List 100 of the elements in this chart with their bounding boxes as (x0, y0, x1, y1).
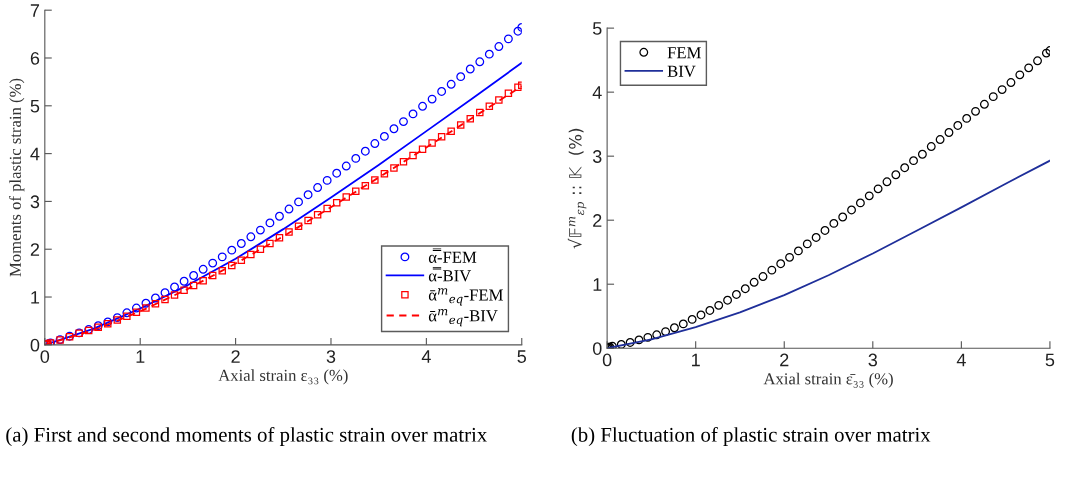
point (891, 170, 901, 180)
point (513, 26, 522, 36)
y-tick-label: 2 (30, 243, 40, 256)
point (749, 277, 759, 287)
x-tick-label: 5 (517, 350, 527, 363)
point (900, 163, 910, 173)
point (131, 303, 141, 313)
point (198, 264, 208, 274)
point (371, 176, 379, 184)
legend-label: BIV (667, 65, 696, 77)
point (437, 87, 447, 96)
y-tick-label: 1 (593, 278, 602, 291)
point (285, 228, 293, 236)
point (342, 193, 350, 201)
point (504, 89, 513, 98)
x-axis-title: Axial strain ε̄₃₃ (%) (763, 372, 893, 388)
point (864, 191, 874, 201)
y-tick-label: 6 (30, 51, 40, 65)
point (351, 153, 361, 163)
point (360, 146, 370, 156)
y-tick-label: 3 (592, 150, 602, 163)
point (456, 72, 466, 82)
point (370, 139, 380, 149)
x-tick-label: 0 (40, 350, 50, 363)
y-axis-title: √𝔽$^{m}$$_{εp}$ :: 𝕂 (%) (567, 128, 587, 249)
point (1006, 78, 1016, 87)
point (408, 109, 418, 119)
y-tick-label: 0 (30, 338, 40, 352)
point (379, 131, 389, 141)
point (811, 233, 821, 242)
x-tick-label: 1 (692, 353, 700, 367)
point (189, 281, 198, 290)
point (246, 232, 256, 242)
point (909, 156, 918, 166)
point (494, 42, 504, 51)
point (313, 211, 322, 219)
x-tick-label: 5 (1045, 353, 1055, 367)
point (208, 271, 217, 280)
point (256, 245, 265, 253)
point (953, 120, 963, 130)
point (503, 34, 513, 44)
point (776, 259, 786, 269)
point (643, 332, 653, 342)
legend-label: ᾱ$^{m}$$_{eq}$-FEM (428, 288, 503, 306)
text: (b) Fluctuation of plastic strain over matrix (571, 426, 931, 447)
point (669, 323, 679, 333)
point (971, 106, 980, 116)
point (352, 187, 360, 196)
point (427, 94, 437, 104)
point (475, 57, 485, 67)
point (399, 117, 408, 127)
point (1015, 70, 1025, 80)
point (705, 306, 715, 315)
point (323, 204, 331, 213)
point (332, 168, 342, 178)
point (151, 299, 160, 308)
point (132, 308, 141, 317)
point (180, 286, 188, 295)
point (199, 277, 207, 285)
point (170, 291, 179, 299)
point (217, 252, 227, 262)
y-tick-label: 1 (31, 291, 40, 304)
point (409, 151, 417, 160)
point (141, 298, 151, 308)
point (208, 258, 218, 268)
point (1041, 48, 1050, 58)
point (988, 92, 998, 102)
point (227, 245, 237, 255)
y-tick-label: 2 (593, 214, 602, 227)
point (160, 288, 170, 298)
point (758, 272, 768, 281)
x-tick-label: 4 (421, 350, 431, 363)
point (161, 295, 169, 304)
point (389, 124, 399, 134)
x-tick-label: 2 (780, 353, 789, 367)
x-axis-title: Axial strain ε₃₃ (%) (218, 369, 348, 385)
x-tick-label: 2 (231, 350, 240, 363)
point (465, 64, 475, 74)
point (785, 252, 795, 262)
point (123, 312, 131, 320)
point (740, 284, 750, 294)
point (495, 96, 503, 104)
point (179, 276, 189, 286)
x-tick-label: 3 (326, 350, 336, 363)
y-tick-label: 3 (30, 195, 40, 209)
point (341, 161, 351, 171)
point (962, 113, 972, 123)
point (284, 204, 294, 214)
point (616, 339, 626, 349)
point (625, 338, 635, 347)
point (447, 127, 455, 135)
point (820, 225, 830, 235)
y-tick-label: 4 (30, 147, 40, 161)
y-tick-label: 7 (30, 4, 40, 17)
y-tick-label: 0 (592, 342, 602, 355)
x-tick-label: 4 (956, 353, 966, 367)
point (322, 175, 332, 185)
point (332, 199, 341, 207)
x-tick-label: 1 (136, 350, 145, 363)
point (294, 222, 303, 231)
